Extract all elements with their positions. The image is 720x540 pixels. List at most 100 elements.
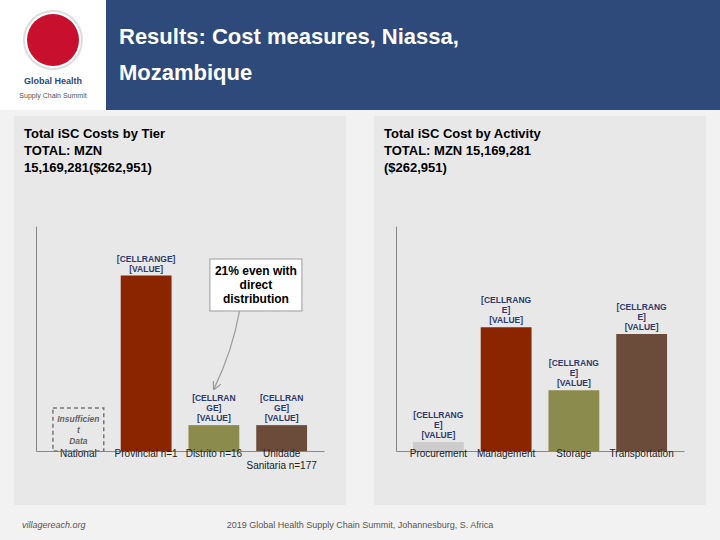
text-line: Data: [69, 436, 88, 446]
x-tick-label: Distrito n=16: [186, 448, 243, 459]
text-line: TOTAL: MZN: [24, 143, 102, 158]
x-tick-label: Provincial n=1: [115, 448, 179, 459]
panel-background: [374, 116, 706, 505]
text-line: National: [60, 448, 97, 459]
x-tick-label: UnidadeSanitaria n=177: [246, 448, 317, 471]
page-title: Results: Cost measures, Niassa, Mozambiqu…: [119, 24, 459, 85]
chart-panel: Total iSC Costs by Tier TOTAL: MZN 15,169,…: [14, 116, 346, 505]
bar: [121, 276, 172, 452]
data-labels: [CELLRANGE][VALUE][CELLRANGE][VALUE][CEL…: [117, 254, 304, 424]
text-line: Total iSC Cost by Activity: [384, 126, 542, 141]
placeholder-text: InsufficientData: [57, 414, 99, 446]
text-line: [CELLRANG: [413, 410, 463, 420]
logo-ring: [24, 11, 82, 69]
text-line: Procurement: [410, 448, 467, 459]
text-line: TOTAL: MZN 15,169,281: [384, 143, 531, 158]
data-label: [CELLRANGE][VALUE]: [413, 410, 463, 440]
text-line: [VALUE]: [197, 413, 231, 423]
text-line: [CELLRANG: [617, 302, 667, 312]
text-line: Distrito n=16: [186, 448, 243, 459]
x-tick-label: Storage: [556, 448, 591, 459]
text-line: Provincial n=1: [115, 448, 179, 459]
x-axis: NationalProvincial n=1Distrito n=16Unida…: [37, 448, 325, 471]
text-line: 15,169,281($262,951): [24, 160, 152, 175]
text-line: [CELLRANG: [549, 358, 599, 368]
text-line: [CELLRANGE]: [117, 254, 176, 264]
annotations: InsufficientData 21% even withdirectdistr…: [53, 259, 302, 451]
data-label: [CELLRANGE][VALUE]: [549, 358, 599, 388]
text-line: Transportation: [610, 448, 674, 459]
text-line: Results: Cost measures, Niassa,: [119, 24, 459, 49]
callout: 21% even withdirectdistribution: [210, 259, 302, 389]
text-line: E]: [637, 312, 646, 322]
x-tick-label: Management: [477, 448, 536, 459]
x-tick-label: Procurement: [410, 448, 467, 459]
text-line: GE]: [206, 403, 221, 413]
bar: [616, 334, 667, 451]
callout-text: 21% even withdirectdistribution: [215, 264, 297, 306]
x-tick-label: Transportation: [610, 448, 674, 459]
logo-circle: [27, 14, 79, 66]
footer-left: villagereach.org: [22, 520, 86, 530]
text-line: Total iSC Costs by Tier: [24, 126, 165, 141]
bar: [481, 327, 532, 451]
bars: [413, 327, 667, 451]
text-line: Unidade: [263, 448, 301, 459]
text-line: Management: [477, 448, 536, 459]
callout-box: [210, 259, 302, 311]
text-line: [VALUE]: [625, 322, 659, 332]
text-line: t: [77, 425, 81, 435]
text-line: Mozambique: [119, 60, 252, 85]
x-tick-label: National: [60, 448, 97, 459]
text-line: distribution: [223, 292, 289, 306]
text-line: 21% even with: [215, 264, 297, 278]
text-line: [VALUE]: [129, 264, 163, 274]
panel-background: [14, 116, 346, 505]
x-tick: National: [60, 448, 97, 459]
x-tick: Storage: [556, 448, 591, 459]
y-axis-line: [36, 227, 37, 452]
x-axis: Procurement Management Storage Transportati…: [397, 448, 685, 459]
text-line: Sanitaria n=177: [246, 460, 317, 471]
footer: villagereach.org 2019 Global Health Suppl…: [22, 520, 493, 530]
text-line: Insufficien: [57, 414, 99, 424]
header-bar: [0, 0, 720, 110]
x-tick: Management: [477, 448, 536, 459]
logo-subtext: Supply Chain Summit: [19, 92, 86, 100]
chart-title: Total iSC Cost by Activity TOTAL: MZN 15,…: [384, 126, 542, 175]
data-label: [CELLRANGE][VALUE]: [481, 295, 531, 325]
text-line: E]: [570, 368, 579, 378]
text-line: [CELLRAN: [260, 393, 303, 403]
text-line: [VALUE]: [421, 430, 455, 440]
text-line: direct: [240, 278, 273, 292]
y-axis: [36, 227, 37, 452]
header: Global Health Supply Chain Summit Results:…: [0, 0, 720, 110]
x-tick: Procurement: [410, 448, 467, 459]
text-line: Storage: [556, 448, 591, 459]
chart-title: Total iSC Costs by Tier TOTAL: MZN 15,169,…: [24, 126, 165, 175]
text-line: [CELLRANG: [481, 295, 531, 305]
callout-arrow: [214, 311, 240, 389]
y-axis: [396, 227, 397, 452]
text-line: [VALUE]: [265, 413, 299, 423]
x-tick: Distrito n=16: [186, 448, 243, 459]
text-line: ($262,951): [384, 160, 447, 175]
text-line: [VALUE]: [557, 378, 591, 388]
chart-panel: Total iSC Cost by Activity TOTAL: MZN 15,…: [374, 116, 706, 505]
x-tick: Provincial n=1: [115, 448, 179, 459]
x-tick: UnidadeSanitaria n=177: [246, 448, 317, 471]
data-label: [CELLRANGE][VALUE]: [192, 393, 235, 423]
logo-text: Global Health: [24, 76, 82, 86]
footer-text: 2019 Global Health Supply Chain Summit, …: [227, 520, 494, 530]
text-line: [CELLRAN: [192, 393, 235, 403]
text-line: [VALUE]: [489, 315, 523, 325]
data-labels: [CELLRANGE][VALUE][CELLRANGE][VALUE][CEL…: [413, 295, 667, 440]
background: [0, 0, 720, 540]
data-label: [CELLRANGE][VALUE]: [117, 254, 176, 274]
bar: [548, 390, 599, 451]
placeholder-box: [53, 408, 104, 451]
text-line: E]: [434, 420, 443, 430]
page: Global Health Supply Chain Summit Results:…: [0, 0, 720, 540]
text-line: GE]: [274, 403, 289, 413]
data-label: [CELLRANGE][VALUE]: [617, 302, 667, 332]
